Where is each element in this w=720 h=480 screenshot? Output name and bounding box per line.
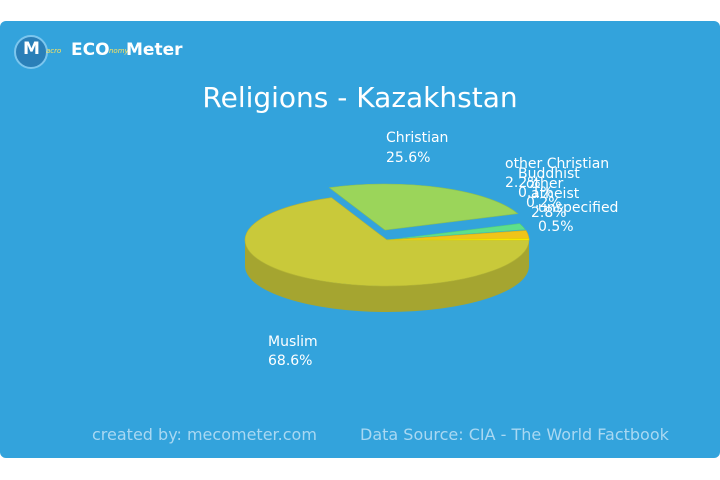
slice-value-atheist: 2.8% [531,205,567,221]
logo-small-text: acro [46,47,62,55]
slice-label-other: other [526,176,564,192]
pie-slice-christian[interactable] [328,183,519,231]
chart-card: M acro ECO nomy Meter Religions - Kazakh… [0,21,720,458]
pie-slice-muslim[interactable] [244,197,530,287]
pie-slice-side-muslim [245,240,529,312]
slice-label-buddhist: Buddhist [518,166,580,182]
slice-label-christian: Christian [386,130,448,146]
data-source-text: Data Source: CIA - The World Factbook [360,425,669,444]
slice-value-unspecified: 0.5% [538,219,574,235]
slice-value-christian: 25.6% [386,150,430,166]
pie-slice-unspecified[interactable] [386,238,530,241]
pie-chart: Muslim 68.6% Christian 25.6% other Christian… [244,130,618,369]
slice-value-muslim: 68.6% [268,353,312,369]
mecometer-logo[interactable]: M acro ECO nomy Meter [14,35,214,69]
slice-value-other-christian: 2.2% [505,175,541,191]
slice-value-other: 0.2% [526,195,562,211]
chart-title: Religions - Kazakhstan [202,81,518,114]
slice-label-atheist: atheist [531,186,580,202]
slice-label-unspecified: unspecified [538,200,618,216]
slice-value-buddhist: 0.1% [518,185,554,201]
logo-eco: ECO [71,40,110,60]
logo-m: M [23,39,40,59]
slice-label-other-christian: other Christian [505,156,609,172]
created-by-text[interactable]: created by: mecometer.com [92,425,317,444]
slice-label-muslim: Muslim [268,334,318,350]
logo-meter: Meter [126,40,183,60]
logo-small-text-2: nomy [109,47,129,55]
logo-badge-icon [14,35,48,69]
